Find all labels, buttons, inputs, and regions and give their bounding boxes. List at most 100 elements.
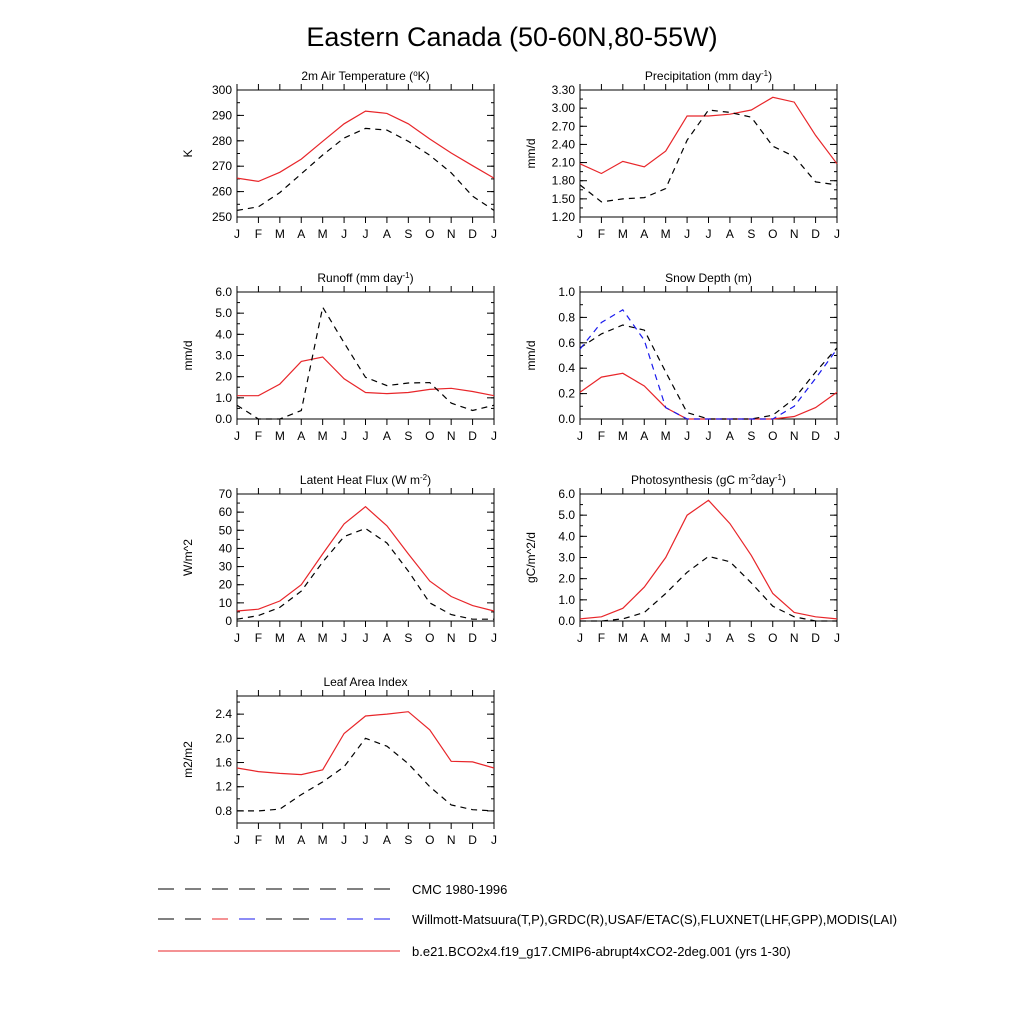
panel-title: Leaf Area Index [323, 675, 407, 689]
y-tick-label: 70 [219, 487, 233, 501]
x-tick-label: S [747, 429, 755, 443]
series-line-model [579, 499, 838, 620]
x-tick-label: A [297, 429, 305, 443]
y-tick-label: 4.0 [215, 327, 232, 341]
series-line-obs [579, 109, 838, 203]
x-tick-label: J [363, 227, 369, 241]
y-tick-label: 2.4 [215, 707, 232, 721]
y-tick-label: 1.50 [552, 192, 576, 206]
y-tick-label: 3.0 [215, 349, 232, 363]
x-tick-label: M [318, 631, 328, 645]
legend-label: Willmott-Matsuura(T,P),GRDC(R),USAF/ETAC… [412, 912, 897, 927]
x-tick-label: J [684, 631, 690, 645]
x-tick-label: J [363, 429, 369, 443]
x-tick-label: S [404, 833, 412, 847]
y-tick-label: 260 [212, 185, 232, 199]
x-tick-label: F [255, 227, 262, 241]
series-line-model [236, 711, 495, 776]
x-tick-label: S [747, 227, 755, 241]
x-tick-label: M [661, 227, 671, 241]
x-tick-label: S [404, 429, 412, 443]
y-tick-label: 5.0 [558, 508, 575, 522]
x-tick-label: J [341, 631, 347, 645]
x-tick-label: M [618, 227, 628, 241]
x-tick-label: J [234, 429, 240, 443]
x-tick-label: J [341, 227, 347, 241]
x-tick-label: A [383, 833, 391, 847]
panel-2: Precipitation (mm day-1) 1.20 1.50 1.80 2.10… [524, 69, 840, 242]
x-tick-label: O [768, 631, 777, 645]
y-tick-label: 2.10 [552, 156, 576, 170]
x-tick-label: J [234, 227, 240, 241]
y-tick-label: 5.0 [215, 306, 232, 320]
x-tick-label: N [447, 429, 456, 443]
x-tick-label: J [706, 429, 712, 443]
x-tick-label: A [383, 631, 391, 645]
legend-item-3: b.e21.BCO2x4.f19_g17.CMIP6-abrupt4xCO2-2… [158, 944, 791, 959]
y-axis-label: mm/d [181, 341, 195, 371]
x-tick-label: J [491, 833, 497, 847]
series-line-model [579, 372, 838, 420]
y-axis-label: mm/d [524, 341, 538, 371]
y-tick-label: 0.0 [558, 412, 575, 426]
x-tick-label: A [297, 227, 305, 241]
title-superscript: o [413, 69, 418, 78]
y-tick-label: 0.2 [558, 387, 575, 401]
panel-title: Latent Heat Flux (W m-2) [300, 473, 431, 488]
x-tick-label: J [577, 227, 583, 241]
x-tick-label: N [790, 429, 799, 443]
y-tick-label: 2.0 [215, 731, 232, 745]
title-text: Snow Depth (m) [665, 271, 752, 285]
x-tick-label: N [447, 833, 456, 847]
y-tick-label: 60 [219, 505, 233, 519]
y-tick-label: 0.0 [558, 614, 575, 628]
series-line-model [236, 505, 495, 612]
x-tick-label: S [747, 631, 755, 645]
y-tick-label: 290 [212, 108, 232, 122]
title-superscript: -1 [761, 69, 769, 78]
series-line-obs [236, 305, 495, 420]
x-tick-label: D [468, 429, 477, 443]
y-tick-label: 0.0 [215, 412, 232, 426]
y-tick-label: 280 [212, 134, 232, 148]
x-tick-label: F [598, 631, 605, 645]
title-superscript: -2 [420, 473, 428, 482]
y-tick-label: 0.4 [558, 361, 575, 375]
y-tick-label: 1.0 [558, 285, 575, 299]
x-tick-label: A [383, 227, 391, 241]
x-tick-label: F [255, 833, 262, 847]
x-tick-label: J [577, 429, 583, 443]
y-tick-label: 3.30 [552, 83, 576, 97]
x-tick-label: D [468, 631, 477, 645]
legend-item-2: Willmott-Matsuura(T,P),GRDC(R),USAF/ETAC… [158, 912, 897, 927]
x-tick-label: M [661, 631, 671, 645]
y-tick-label: 1.2 [215, 780, 232, 794]
y-tick-label: 2.70 [552, 119, 576, 133]
x-tick-label: F [598, 227, 605, 241]
legend: CMC 1980-1996 Willmott-Matsuura(T,P),GRDC… [158, 882, 897, 959]
y-tick-label: 3.0 [558, 551, 575, 565]
x-tick-label: A [297, 833, 305, 847]
panel-3: Runoff (mm day-1) 0.0 1.0 2.0 3.0 4.0 5.0 6.0 J F… [181, 271, 497, 444]
y-axis-label: m2/m2 [181, 741, 195, 778]
y-axis-label: mm/d [524, 139, 538, 169]
y-axis-label: K [181, 149, 195, 157]
plot-frame [236, 89, 495, 218]
title-text: day [756, 473, 775, 487]
x-tick-label: F [255, 429, 262, 443]
x-tick-label: J [577, 631, 583, 645]
x-tick-label: M [661, 429, 671, 443]
x-tick-label: D [468, 227, 477, 241]
series-line-obs_cmc [579, 324, 838, 420]
x-tick-label: N [447, 227, 456, 241]
panel-5: Latent Heat Flux (W m-2) 0 10 20 30 40 50 60 70 J… [181, 473, 497, 646]
y-tick-label: 30 [219, 560, 233, 574]
y-tick-label: 270 [212, 159, 232, 173]
x-tick-label: D [468, 833, 477, 847]
panels: 2m Air Temperature (oK)25026027028029030… [181, 69, 840, 848]
x-tick-label: J [234, 833, 240, 847]
x-tick-label: J [684, 429, 690, 443]
legend-label: CMC 1980-1996 [412, 882, 507, 897]
x-tick-label: J [834, 631, 840, 645]
